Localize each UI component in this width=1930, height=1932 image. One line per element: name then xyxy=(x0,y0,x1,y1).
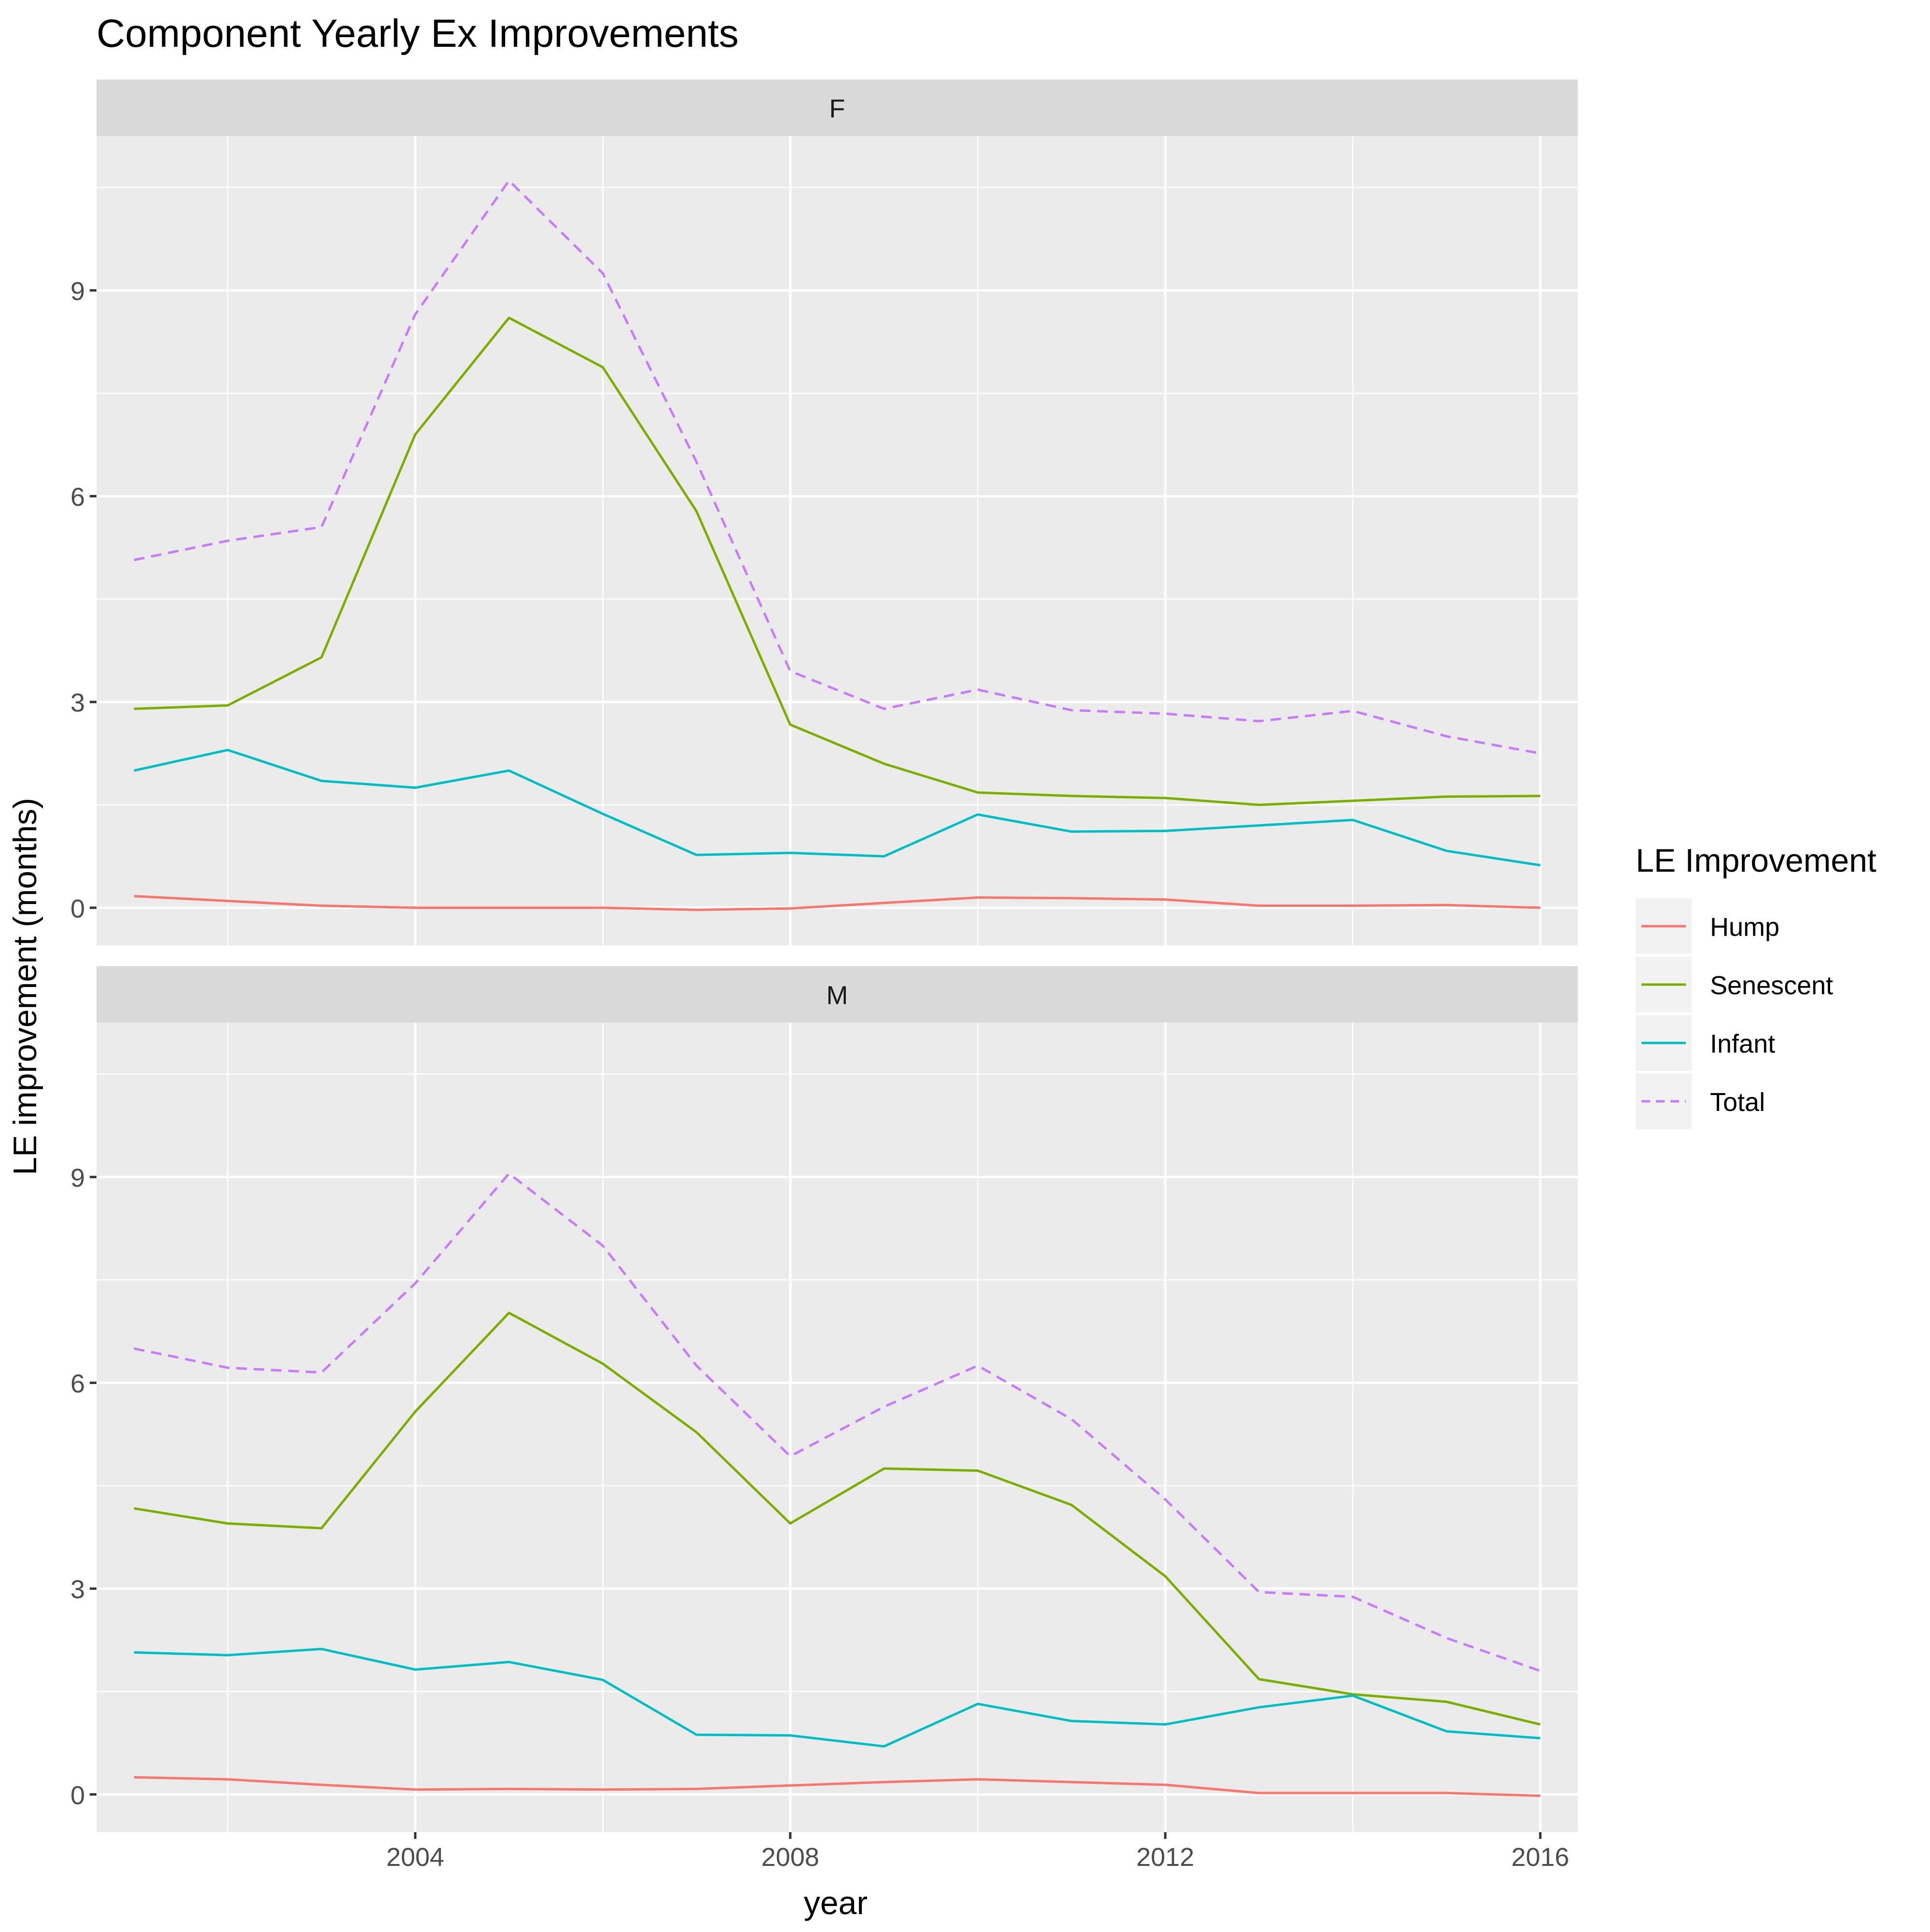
facet-strip xyxy=(96,80,1578,136)
y-tick-label: 0 xyxy=(70,1781,85,1810)
series-line-infant xyxy=(134,1647,1541,1748)
series-line-senescent xyxy=(134,1312,1541,1726)
series-line-hump xyxy=(134,1776,1541,1797)
series-line-infant xyxy=(134,749,1541,867)
legend-label: Senescent xyxy=(1710,971,1833,1000)
chart-title: Component Yearly Ex Improvements xyxy=(96,12,739,55)
y-tick-label: 9 xyxy=(70,277,85,306)
y-tick-label: 3 xyxy=(70,1575,85,1604)
y-axis-label: LE improvement (months) xyxy=(7,798,43,1175)
facet-label: F xyxy=(829,95,845,123)
panel-background xyxy=(96,136,1578,945)
legend-label: Infant xyxy=(1710,1029,1775,1058)
series-line-senescent xyxy=(134,316,1541,806)
legend-title: LE Improvement xyxy=(1636,842,1876,879)
panel-m: M 0 3 6 9 xyxy=(70,966,1578,1832)
x-tick-label: 2016 xyxy=(1511,1843,1569,1872)
panel-background xyxy=(96,1023,1578,1832)
facet-label: M xyxy=(827,981,848,1010)
y-tick-label: 9 xyxy=(70,1164,85,1192)
series-line-total xyxy=(134,1172,1541,1672)
y-tick-label: 6 xyxy=(70,1370,85,1398)
y-tick-label: 0 xyxy=(70,894,85,923)
x-tick-label: 2004 xyxy=(386,1843,444,1872)
facet-strip xyxy=(96,966,1578,1023)
legend-label: Hump xyxy=(1710,913,1779,942)
series-line-hump xyxy=(134,895,1541,911)
y-tick-label: 6 xyxy=(70,483,85,512)
legend-label: Total xyxy=(1710,1088,1765,1117)
y-tick-label: 3 xyxy=(70,688,85,717)
panel-f: F 0 3 6 9 xyxy=(70,80,1578,945)
x-tick-label: 2012 xyxy=(1136,1843,1194,1872)
x-axis: 2004 2008 2012 2016 xyxy=(386,1832,1569,1872)
legend-items: Hump Senescent Infant Total xyxy=(1636,898,1833,1129)
series-line-total xyxy=(134,179,1541,755)
x-tick-label: 2008 xyxy=(761,1843,819,1872)
x-axis-label: year xyxy=(804,1885,868,1921)
legend: LE Improvement Hump Senescent Infant Total xyxy=(1636,842,1876,1129)
